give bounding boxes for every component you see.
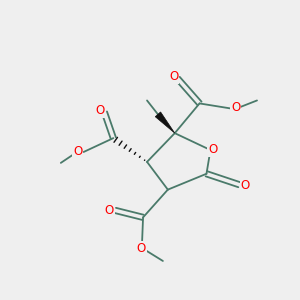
Text: O: O xyxy=(241,179,250,192)
Text: O: O xyxy=(169,70,178,83)
Text: O: O xyxy=(105,204,114,217)
Text: O: O xyxy=(137,242,146,255)
Text: O: O xyxy=(96,104,105,117)
Polygon shape xyxy=(155,112,175,133)
Text: O: O xyxy=(208,143,218,156)
Text: O: O xyxy=(231,101,240,114)
Text: O: O xyxy=(73,145,82,158)
